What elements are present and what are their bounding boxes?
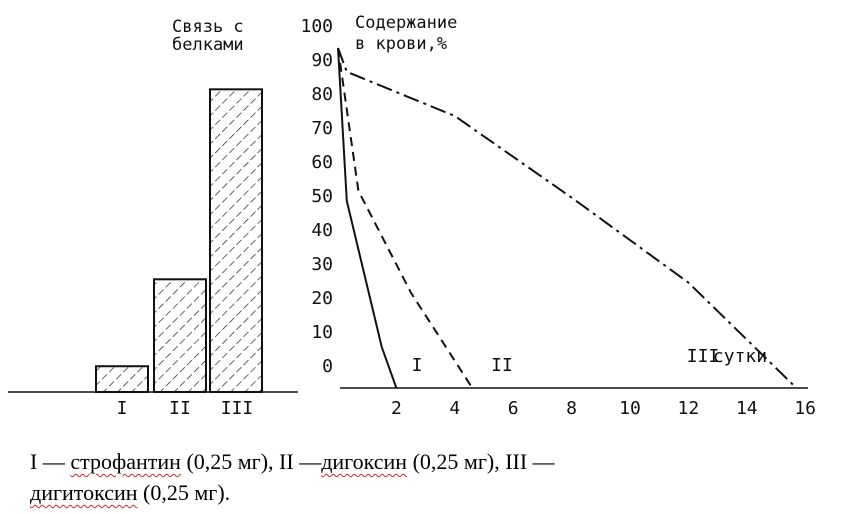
caption-text: (0,25 мг). (137, 480, 231, 505)
y-tick-label: 90 (311, 50, 333, 71)
y-tick-label: 50 (311, 186, 333, 207)
y-tick-label: 100 (300, 16, 333, 37)
y-tick-label: 70 (311, 118, 333, 139)
caption-text: (0,25 мг), II — (180, 449, 322, 474)
caption-line-2: дигитоксин (0,25 мг). (30, 477, 830, 508)
series-label-2: II (491, 355, 513, 376)
x-tick-label: 4 (449, 398, 460, 419)
x-tick-label: 14 (736, 398, 758, 419)
series-label-1: I (412, 355, 423, 376)
caption-text: (0,25 мг), III — (407, 449, 555, 474)
y-tick-label: 30 (311, 254, 333, 275)
x-tick-label: 2 (391, 398, 402, 419)
x-tick-label: 12 (678, 398, 700, 419)
bar-1 (95, 365, 149, 393)
bar-chart: Связь с белками I II III (8, 17, 298, 419)
bar-category-label-3: III (221, 398, 254, 419)
series-line-1 (337, 47, 398, 389)
y-tick-label: 40 (311, 220, 333, 241)
caption-line-1: I — строфантин (0,25 мг), II —дигоксин (… (30, 446, 830, 477)
caption-drug-2: дигоксин (321, 449, 408, 474)
caption-drug-3: дигитоксин (30, 480, 138, 505)
x-axis-label: сутки (713, 346, 767, 367)
x-tick-label: 6 (508, 398, 519, 419)
x-tick-label: 16 (794, 398, 816, 419)
caption-text: I — (30, 449, 71, 474)
y-tick-label: 20 (311, 288, 333, 309)
y-tick-label: 0 (322, 356, 333, 377)
figure-caption: I — строфантин (0,25 мг), II —дигоксин (… (30, 446, 830, 508)
line-chart-ylabel-line-1: Содержание (355, 13, 457, 33)
bar-category-label-1: I (117, 398, 128, 419)
series-line-3 (337, 47, 798, 389)
y-tick-label: 80 (311, 84, 333, 105)
y-tick-label: 60 (311, 152, 333, 173)
line-chart: Содержание в крови,% 1009080706050403020… (300, 13, 816, 419)
bar-2 (153, 278, 207, 393)
bar-category-label-2: II (169, 398, 191, 419)
caption-drug-1: строфантин (70, 449, 181, 474)
series-label-3: III (687, 346, 720, 367)
series-line-2 (337, 47, 474, 389)
bar-chart-title-line-1: Связь с (172, 17, 244, 37)
bar-3 (209, 88, 263, 393)
y-tick-label: 10 (311, 322, 333, 343)
line-chart-ylabel-line-2: в крови,% (355, 34, 447, 54)
x-tick-label: 8 (566, 398, 577, 419)
bar-chart-title-line-2: белками (172, 35, 244, 55)
x-tick-label: 10 (619, 398, 641, 419)
